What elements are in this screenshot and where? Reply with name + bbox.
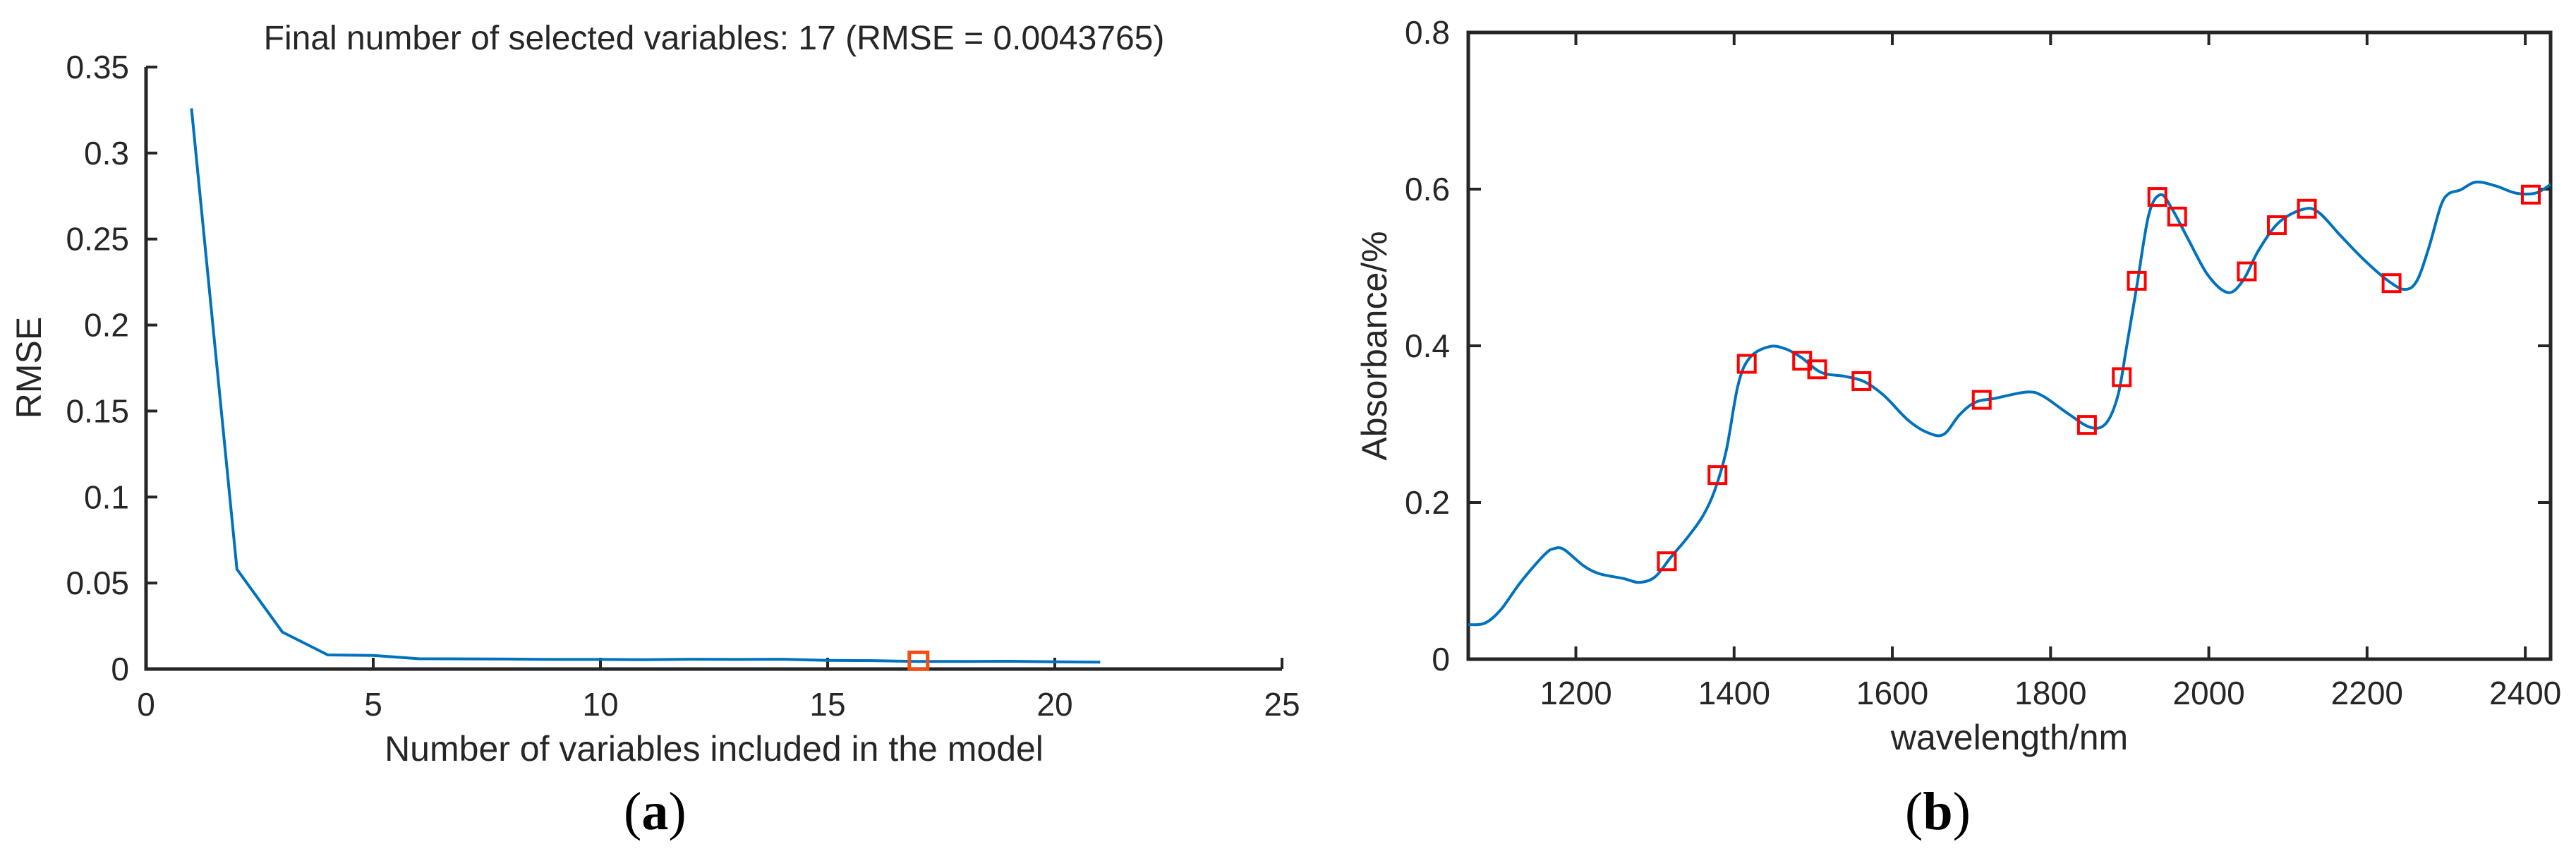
chart-a-rmse-line: [190, 108, 1101, 664]
chart-a-optimum-marker: [907, 650, 930, 671]
chart-a-x-axis: 0 5 10 15 20 25: [137, 658, 1300, 723]
chart-b-y-tick-label: 0.8: [1405, 14, 1450, 51]
chart-b-selected-markers: [1657, 184, 2541, 572]
chart-b-spectrum: 0 0.2 0.4 0.6 0.8 1200 1400 1600 1800 2000 2200 24…: [1355, 14, 2561, 757]
chart-b-y-axis: 0 0.2 0.4 0.6 0.8: [1405, 14, 2551, 678]
chart-a-rmse-vs-variables: Final number of selected variables: 17 (…: [9, 20, 1300, 769]
chart-a-y-tick-label: 0.3: [84, 135, 129, 171]
chart-b-frame: [1466, 30, 2553, 661]
chart-b-selected-marker: [2147, 187, 2167, 207]
chart-a-y-tick-label: 0.15: [66, 392, 129, 429]
chart-b-selected-marker: [2520, 184, 2541, 205]
chart-b-spectrum-line: [1468, 180, 2552, 627]
chart-a-y-tick-label: 0.05: [66, 565, 129, 601]
chart-b-selected-marker: [1971, 390, 1992, 410]
chart-b-x-tick-label: 2000: [2172, 675, 2244, 711]
chart-b-selected-marker: [2381, 273, 2402, 294]
chart-b-selected-marker: [2127, 270, 2147, 291]
chart-b-selected-marker: [1707, 465, 1728, 486]
caption-a: (a): [624, 782, 687, 841]
chart-a-x-tick-label: 5: [364, 686, 382, 723]
chart-a-y-tick-label: 0.1: [84, 478, 129, 515]
chart-a-x-tick-label: 10: [582, 686, 618, 723]
chart-b-x-tick-label: 2400: [2489, 675, 2561, 711]
chart-b-x-tick-label: 1800: [2014, 675, 2086, 711]
chart-a-title: Final number of selected variables: 17 (…: [264, 20, 1165, 57]
chart-b-x-tick-label: 1400: [1698, 675, 1770, 711]
chart-b-y-tick-label: 0.4: [1405, 327, 1450, 364]
chart-a-x-tick-label: 25: [1264, 686, 1300, 723]
chart-b-selected-marker: [2112, 367, 2132, 387]
chart-b-x-label: wavelength/nm: [1890, 718, 2128, 757]
chart-a-y-axis: 0 0.05 0.1 0.15 0.2 0.25 0.3 0.35: [66, 49, 157, 687]
chart-a-y-tick-label: 0: [111, 651, 129, 687]
chart-b-selected-marker: [1657, 551, 1677, 572]
chart-a-x-tick-label: 15: [809, 686, 845, 723]
caption-b-letter: b: [1923, 782, 1953, 841]
chart-b-x-tick-label: 1200: [1540, 675, 1611, 711]
chart-a-y-tick-label: 0.25: [66, 221, 129, 258]
chart-a-x-tick-label: 0: [137, 686, 155, 723]
chart-b-selected-marker: [1736, 354, 1757, 374]
chart-b-selected-marker: [1851, 371, 1872, 391]
chart-b-selected-marker: [2297, 198, 2317, 219]
chart-b-y-tick-label: 0.6: [1405, 171, 1450, 207]
chart-b-y-tick-label: 0: [1432, 641, 1450, 678]
chart-b-x-tick-label: 2200: [2331, 675, 2403, 711]
chart-b-selected-marker: [2267, 215, 2287, 236]
caption-a-letter: a: [641, 782, 669, 841]
chart-a-y-tick-label: 0.35: [66, 49, 129, 85]
chart-a-y-label: RMSE: [9, 317, 49, 419]
chart-b-x-tick-label: 1600: [1856, 675, 1928, 711]
caption-b: (b): [1905, 782, 1971, 841]
chart-b-x-axis: 1200 1400 1600 1800 2000 2200 2400: [1540, 32, 2561, 711]
chart-b-selected-marker: [2167, 206, 2187, 227]
chart-a-y-tick-label: 0.2: [84, 307, 129, 344]
chart-b-y-tick-label: 0.2: [1405, 484, 1450, 521]
chart-a-x-label: Number of variables included in the mode…: [385, 729, 1044, 769]
chart-a-x-tick-label: 20: [1036, 686, 1072, 723]
chart-b-selected-marker: [2237, 261, 2257, 282]
chart-b-axes-box: [1466, 30, 2553, 661]
chart-b-selected-marker: [2076, 415, 2097, 435]
chart-b-y-label: Absorbance/%: [1355, 231, 1394, 460]
chart-b-selected-marker: [1807, 359, 1827, 380]
